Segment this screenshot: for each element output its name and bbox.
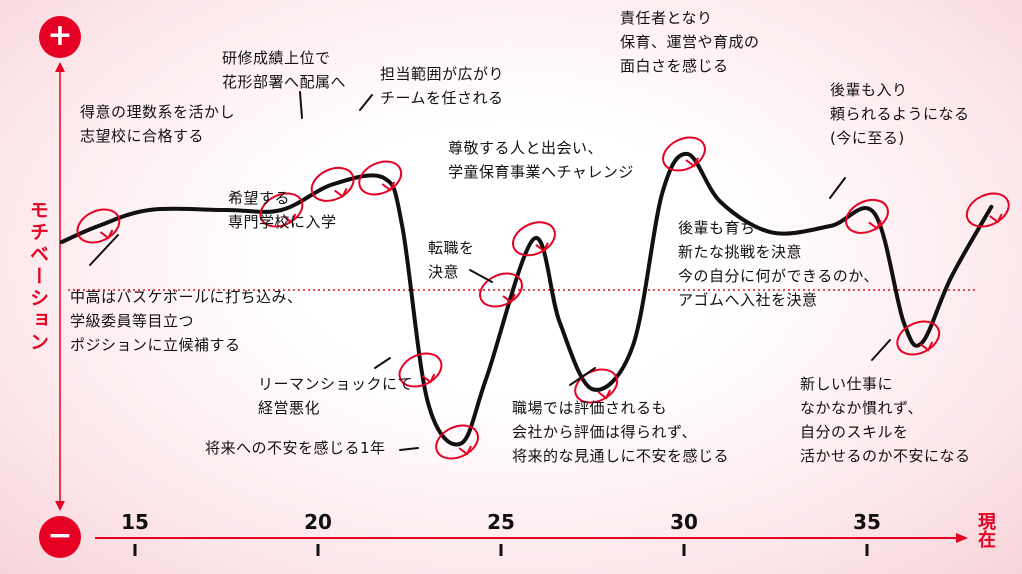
event-marker-10 (662, 136, 706, 172)
leader-a3 (299, 91, 303, 119)
leader-a7 (399, 447, 419, 451)
event-marker-5 (398, 352, 443, 388)
annotation-a12: 後輩も育ち 新たな挑戦を決意 今の自分に何ができるのか、 アゴムへ入社を決意 (678, 219, 879, 309)
leader-lines (89, 91, 891, 451)
x-tick-label-30: 30 (670, 510, 698, 534)
event-marker-4 (358, 160, 403, 196)
y-axis-arrow-top (55, 62, 65, 72)
leader-a12 (829, 177, 846, 199)
annotation-a9: 尊敬する人と出会い、 学童保育事業へチャレンジ (448, 139, 634, 181)
y-axis-minus-icon: − (39, 516, 81, 558)
annotation-a14: 新しい仕事に なかなか慣れず、 自分のスキルを 活かせるのか不安になる (800, 375, 971, 465)
leader-a8 (469, 269, 493, 283)
event-marker-3 (310, 166, 355, 202)
event-marker-8 (512, 221, 556, 257)
y-axis-plus-icon: + (39, 16, 81, 58)
x-tick-label-25: 25 (487, 510, 515, 534)
annotation-a6: リーマンショックにて 経営悪化 (258, 375, 414, 417)
y-axis-label: モチベーション (27, 200, 49, 354)
event-marker-12 (896, 320, 941, 356)
event-markers (76, 136, 1010, 460)
event-marker-13 (965, 192, 1010, 228)
leader-a5 (359, 94, 373, 111)
x-axis-end-label: 現在 (975, 512, 996, 548)
annotation-a4: 希望する 専門学校に入学 (228, 189, 337, 231)
event-marker-11 (845, 198, 889, 234)
event-marker-6 (435, 424, 480, 460)
annotation-a5: 担当範囲が広がり チームを任される (380, 65, 505, 107)
y-axis-arrow-bottom (55, 501, 65, 511)
event-marker-7 (479, 272, 523, 308)
event-marker-2 (259, 192, 304, 228)
leader-a6 (374, 357, 391, 369)
annotation-a1: 得意の理数系を活かし 志望校に合格する (80, 103, 236, 145)
event-marker-1 (76, 208, 121, 244)
x-axis-arrow (956, 533, 968, 543)
leader-a10 (569, 367, 596, 386)
x-tick-label-35: 35 (853, 510, 881, 534)
annotation-a3: 研修成績上位で 花形部署へ配属へ (222, 49, 347, 91)
annotation-a8: 転職を 決意 (428, 239, 475, 281)
annotation-a11: 責任者となり 保育、運営や育成の 面白さを感じる (620, 9, 760, 75)
x-tick-label-15: 15 (121, 510, 149, 534)
annotation-a7: 将来への不安を感じる1年 (205, 439, 386, 457)
x-axis-ticks (133, 544, 869, 556)
leader-a2 (89, 234, 119, 266)
annotation-a2: 中高はバスケボールに打ち込み、 学級委員等目立つ ポジションに立候補する (70, 288, 303, 354)
x-tick-label-20: 20 (304, 510, 332, 534)
annotation-a13: 後輩も入り 頼られるようになる (今に至る) (830, 81, 970, 147)
annotation-a10: 職場では評価されるも 会社から評価は得られず、 将来的な見通しに不安を感じる (512, 399, 730, 465)
leader-a14 (871, 339, 891, 361)
